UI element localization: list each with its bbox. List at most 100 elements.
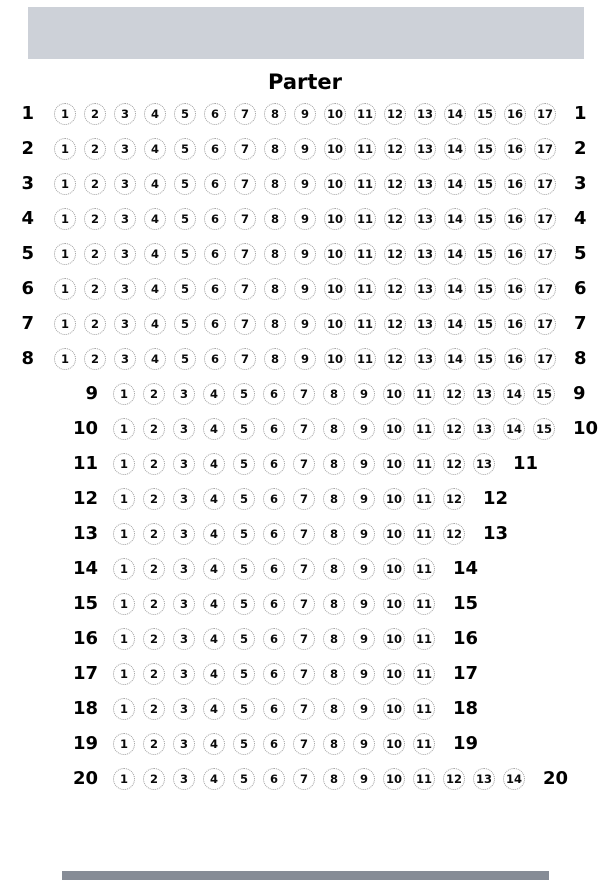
seat-5-10[interactable]: 10	[324, 243, 346, 265]
seat-15-10[interactable]: 10	[383, 593, 405, 615]
seat-12-12[interactable]: 12	[443, 488, 465, 510]
seat-16-6[interactable]: 6	[263, 628, 285, 650]
seat-4-1[interactable]: 1	[54, 208, 76, 230]
seat-7-9[interactable]: 9	[294, 313, 316, 335]
seat-7-1[interactable]: 1	[54, 313, 76, 335]
seat-5-12[interactable]: 12	[384, 243, 406, 265]
seat-13-2[interactable]: 2	[143, 523, 165, 545]
seat-4-9[interactable]: 9	[294, 208, 316, 230]
seat-11-8[interactable]: 8	[323, 453, 345, 475]
seat-6-10[interactable]: 10	[324, 278, 346, 300]
seat-13-12[interactable]: 12	[443, 523, 465, 545]
seat-11-7[interactable]: 7	[293, 453, 315, 475]
seat-3-14[interactable]: 14	[444, 173, 466, 195]
seat-18-1[interactable]: 1	[113, 698, 135, 720]
seat-11-1[interactable]: 1	[113, 453, 135, 475]
seat-20-10[interactable]: 10	[383, 768, 405, 790]
seat-3-8[interactable]: 8	[264, 173, 286, 195]
seat-2-1[interactable]: 1	[54, 138, 76, 160]
seat-11-11[interactable]: 11	[413, 453, 435, 475]
seat-4-12[interactable]: 12	[384, 208, 406, 230]
seat-3-16[interactable]: 16	[504, 173, 526, 195]
seat-9-7[interactable]: 7	[293, 383, 315, 405]
seat-16-3[interactable]: 3	[173, 628, 195, 650]
seat-1-11[interactable]: 11	[354, 103, 376, 125]
seat-16-8[interactable]: 8	[323, 628, 345, 650]
seat-1-3[interactable]: 3	[114, 103, 136, 125]
seat-20-6[interactable]: 6	[263, 768, 285, 790]
seat-5-8[interactable]: 8	[264, 243, 286, 265]
seat-15-11[interactable]: 11	[413, 593, 435, 615]
seat-1-16[interactable]: 16	[504, 103, 526, 125]
seat-7-15[interactable]: 15	[474, 313, 496, 335]
seat-7-2[interactable]: 2	[84, 313, 106, 335]
seat-4-8[interactable]: 8	[264, 208, 286, 230]
seat-7-11[interactable]: 11	[354, 313, 376, 335]
seat-2-12[interactable]: 12	[384, 138, 406, 160]
seat-12-2[interactable]: 2	[143, 488, 165, 510]
seat-6-6[interactable]: 6	[204, 278, 226, 300]
seat-16-10[interactable]: 10	[383, 628, 405, 650]
seat-13-6[interactable]: 6	[263, 523, 285, 545]
seat-1-1[interactable]: 1	[54, 103, 76, 125]
seat-5-14[interactable]: 14	[444, 243, 466, 265]
seat-2-7[interactable]: 7	[234, 138, 256, 160]
seat-10-12[interactable]: 12	[443, 418, 465, 440]
seat-9-2[interactable]: 2	[143, 383, 165, 405]
seat-3-10[interactable]: 10	[324, 173, 346, 195]
seat-5-17[interactable]: 17	[534, 243, 556, 265]
seat-6-15[interactable]: 15	[474, 278, 496, 300]
seat-20-8[interactable]: 8	[323, 768, 345, 790]
seat-16-2[interactable]: 2	[143, 628, 165, 650]
seat-3-4[interactable]: 4	[144, 173, 166, 195]
seat-11-6[interactable]: 6	[263, 453, 285, 475]
seat-9-10[interactable]: 10	[383, 383, 405, 405]
seat-8-17[interactable]: 17	[534, 348, 556, 370]
seat-19-8[interactable]: 8	[323, 733, 345, 755]
seat-10-4[interactable]: 4	[203, 418, 225, 440]
seat-10-13[interactable]: 13	[473, 418, 495, 440]
seat-12-7[interactable]: 7	[293, 488, 315, 510]
seat-10-9[interactable]: 9	[353, 418, 375, 440]
seat-6-4[interactable]: 4	[144, 278, 166, 300]
seat-6-7[interactable]: 7	[234, 278, 256, 300]
seat-8-12[interactable]: 12	[384, 348, 406, 370]
seat-18-11[interactable]: 11	[413, 698, 435, 720]
seat-3-5[interactable]: 5	[174, 173, 196, 195]
seat-11-12[interactable]: 12	[443, 453, 465, 475]
seat-2-6[interactable]: 6	[204, 138, 226, 160]
seat-6-13[interactable]: 13	[414, 278, 436, 300]
seat-19-9[interactable]: 9	[353, 733, 375, 755]
seat-16-4[interactable]: 4	[203, 628, 225, 650]
seat-6-8[interactable]: 8	[264, 278, 286, 300]
seat-15-4[interactable]: 4	[203, 593, 225, 615]
seat-17-6[interactable]: 6	[263, 663, 285, 685]
seat-19-6[interactable]: 6	[263, 733, 285, 755]
seat-1-15[interactable]: 15	[474, 103, 496, 125]
seat-13-11[interactable]: 11	[413, 523, 435, 545]
seat-1-14[interactable]: 14	[444, 103, 466, 125]
seat-20-12[interactable]: 12	[443, 768, 465, 790]
seat-6-17[interactable]: 17	[534, 278, 556, 300]
seat-2-17[interactable]: 17	[534, 138, 556, 160]
seat-17-1[interactable]: 1	[113, 663, 135, 685]
seat-15-9[interactable]: 9	[353, 593, 375, 615]
seat-18-10[interactable]: 10	[383, 698, 405, 720]
seat-12-11[interactable]: 11	[413, 488, 435, 510]
seat-8-8[interactable]: 8	[264, 348, 286, 370]
seat-6-2[interactable]: 2	[84, 278, 106, 300]
seat-15-3[interactable]: 3	[173, 593, 195, 615]
seat-11-13[interactable]: 13	[473, 453, 495, 475]
seat-3-1[interactable]: 1	[54, 173, 76, 195]
seat-13-5[interactable]: 5	[233, 523, 255, 545]
seat-8-11[interactable]: 11	[354, 348, 376, 370]
seat-4-7[interactable]: 7	[234, 208, 256, 230]
seat-7-12[interactable]: 12	[384, 313, 406, 335]
seat-14-2[interactable]: 2	[143, 558, 165, 580]
seat-13-7[interactable]: 7	[293, 523, 315, 545]
seat-2-16[interactable]: 16	[504, 138, 526, 160]
seat-17-9[interactable]: 9	[353, 663, 375, 685]
seat-17-10[interactable]: 10	[383, 663, 405, 685]
seat-12-3[interactable]: 3	[173, 488, 195, 510]
seat-5-1[interactable]: 1	[54, 243, 76, 265]
